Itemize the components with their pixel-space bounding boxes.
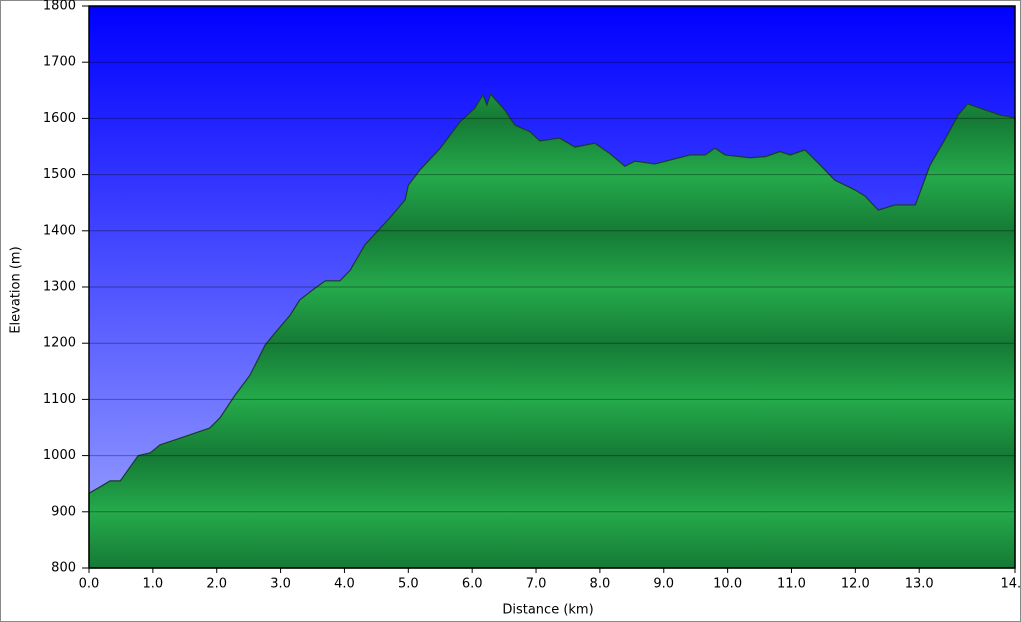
x-tick-label: 4.0	[334, 577, 355, 592]
x-tick-label: 13.0	[905, 577, 934, 592]
x-tick-label: 6.0	[462, 577, 483, 592]
y-tick-label: 1600	[43, 111, 76, 126]
y-tick-label: 1300	[43, 280, 76, 295]
x-tick-label: 5.0	[398, 577, 419, 592]
y-tick-label: 1100	[43, 392, 76, 407]
y-tick-label: 900	[51, 504, 76, 519]
x-tick-label: 7.0	[526, 577, 547, 592]
y-tick-label: 800	[51, 561, 76, 576]
x-axis-label: Distance (km)	[502, 603, 593, 618]
y-tick-label: 1700	[43, 55, 76, 70]
y-tick-label: 1500	[43, 167, 76, 182]
elevation-area	[88, 93, 1016, 569]
x-tick-label: 3.0	[270, 577, 291, 592]
y-tick-label: 1800	[43, 0, 76, 14]
x-tick-label: 14.5	[1001, 577, 1021, 592]
x-tick-label: 0.0	[79, 577, 100, 592]
x-tick-label: 9.0	[653, 577, 674, 592]
y-tick-label: 1000	[43, 448, 76, 463]
x-tick-label: 2.0	[206, 577, 227, 592]
x-tick-label: 12.0	[841, 577, 870, 592]
x-tick-label: 10.0	[713, 577, 742, 592]
y-tick-label: 1400	[43, 223, 76, 238]
y-axis-label: Elevation (m)	[9, 246, 24, 333]
x-tick-label: 8.0	[590, 577, 611, 592]
x-tick-label: 11.0	[777, 577, 806, 592]
y-tick-label: 1200	[43, 336, 76, 351]
x-tick-label: 1.0	[143, 577, 164, 592]
